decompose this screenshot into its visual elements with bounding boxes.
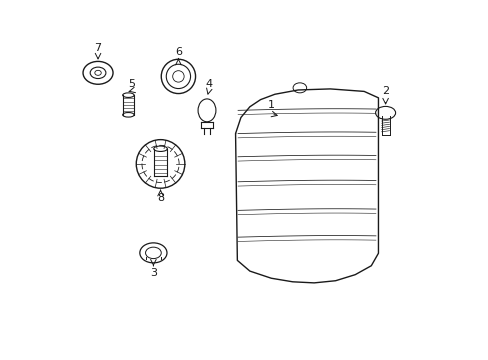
Text: 4: 4 xyxy=(205,79,212,89)
Text: 5: 5 xyxy=(128,79,135,89)
Text: 6: 6 xyxy=(175,47,182,57)
Text: 8: 8 xyxy=(157,193,164,203)
Text: 7: 7 xyxy=(94,43,102,53)
Text: 3: 3 xyxy=(150,267,157,278)
Ellipse shape xyxy=(153,146,167,152)
Text: 2: 2 xyxy=(381,86,388,96)
Text: 1: 1 xyxy=(267,100,274,111)
